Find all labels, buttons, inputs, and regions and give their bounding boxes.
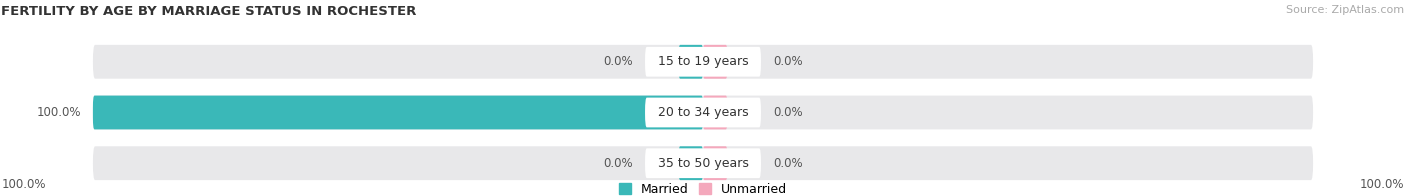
Text: FERTILITY BY AGE BY MARRIAGE STATUS IN ROCHESTER: FERTILITY BY AGE BY MARRIAGE STATUS IN R… (1, 5, 416, 18)
FancyBboxPatch shape (93, 45, 1313, 79)
FancyBboxPatch shape (645, 148, 761, 178)
FancyBboxPatch shape (679, 146, 703, 180)
FancyBboxPatch shape (703, 146, 727, 180)
FancyBboxPatch shape (645, 47, 761, 77)
Text: 0.0%: 0.0% (603, 55, 633, 68)
FancyBboxPatch shape (679, 45, 703, 79)
Text: 0.0%: 0.0% (603, 157, 633, 170)
FancyBboxPatch shape (703, 96, 727, 129)
Text: 35 to 50 years: 35 to 50 years (658, 157, 748, 170)
Legend: Married, Unmarried: Married, Unmarried (619, 183, 787, 196)
Text: 100.0%: 100.0% (1360, 178, 1405, 191)
Text: 15 to 19 years: 15 to 19 years (658, 55, 748, 68)
Text: Source: ZipAtlas.com: Source: ZipAtlas.com (1286, 5, 1405, 15)
Text: 100.0%: 100.0% (1, 178, 46, 191)
FancyBboxPatch shape (93, 96, 1313, 129)
Text: 0.0%: 0.0% (773, 55, 803, 68)
FancyBboxPatch shape (703, 45, 727, 79)
FancyBboxPatch shape (645, 98, 761, 127)
FancyBboxPatch shape (93, 96, 703, 129)
FancyBboxPatch shape (93, 146, 1313, 180)
Text: 20 to 34 years: 20 to 34 years (658, 106, 748, 119)
Text: 100.0%: 100.0% (37, 106, 80, 119)
Text: 0.0%: 0.0% (773, 106, 803, 119)
Text: 0.0%: 0.0% (773, 157, 803, 170)
